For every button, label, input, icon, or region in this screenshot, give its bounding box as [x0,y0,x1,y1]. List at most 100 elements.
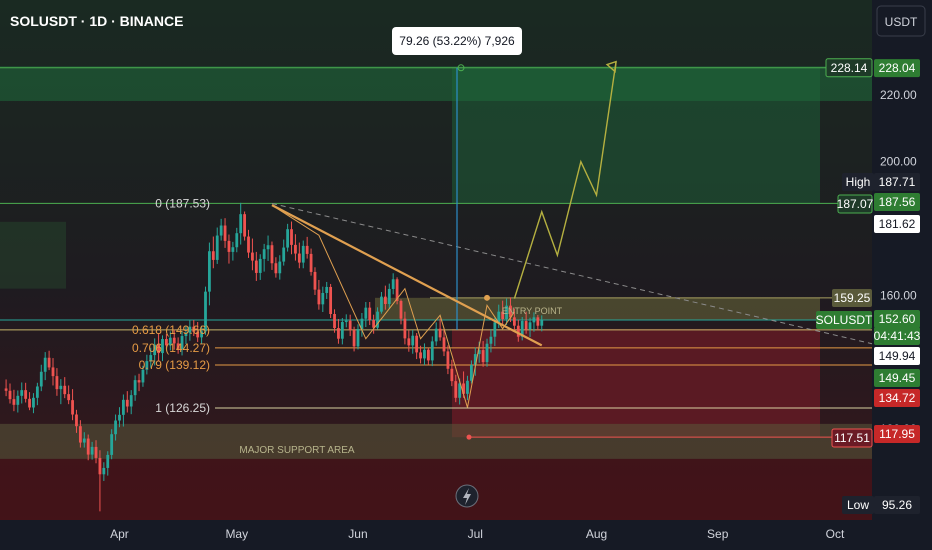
candle-body [227,240,231,252]
descending-trendline [271,204,543,347]
candle-body [110,434,114,455]
price-tag [816,311,872,329]
price-tag-label: High [846,175,871,189]
candle-body [172,337,176,344]
candle-body [352,330,356,347]
candle-body [423,349,426,359]
candle-body [376,311,379,328]
price-tag-label: 187.71 [879,175,916,189]
x-tick-label: Jun [348,527,367,541]
price-tag [832,289,872,307]
measure-tooltip [392,27,522,55]
candle-body [200,331,203,338]
candle-body [125,399,129,407]
candle-body [364,307,368,319]
price-tag-label: 187.07 [837,197,874,211]
lower-red-zone [0,458,872,520]
zigzag-pattern [271,204,515,408]
candle-body [399,300,403,319]
candle-body [12,399,16,405]
candle-body [141,369,145,383]
candle-body [78,426,82,443]
time-axis: Apr May Jun Jul Aug Sep Oct [110,527,845,541]
candle-body [462,383,465,394]
candle-body [215,235,219,260]
candle-body [24,390,28,399]
candle-body [4,388,8,391]
zigzag-line [271,204,515,408]
candle-body [489,336,493,344]
candle-body [94,446,98,458]
price-tag-label: 95.26 [882,498,912,512]
fib-label-1: 1 (126.25) [155,401,210,415]
price-tag [874,310,920,328]
candle-body [59,385,63,390]
candle-body [47,357,51,368]
candle-body [145,361,149,370]
candle-body [247,236,250,253]
candle-body [325,286,329,293]
candle-body [137,380,141,383]
price-tag-label: 152.60 [879,312,916,326]
candle-body [419,352,422,359]
candle-body [251,252,254,261]
candle-body [32,397,35,408]
candle-body [403,318,407,339]
candle-body [383,296,387,304]
y-tick-label: 200.00 [880,155,917,169]
candle-body [274,263,278,274]
candle-body [430,341,434,361]
entry-dot [484,294,491,301]
price-tag-label: 134.72 [879,391,916,405]
price-tags: 228.14 228.04 High 187.71 187.07 187.56 181.62… [816,58,921,514]
candle-body [278,261,282,274]
candle-body [532,317,536,323]
fib-label-0618: 0.618 (149.66) [132,323,210,337]
candle-body [509,305,512,318]
candle-body [98,457,102,475]
target-zone-box [452,67,820,204]
candle-body [512,317,516,326]
stop-dot [466,434,472,440]
candle-body [407,338,411,346]
target-zone-band [0,66,872,101]
candle-body [71,400,74,415]
price-tag [874,193,920,211]
y-tick-label: 220.00 [880,88,917,102]
currency-button[interactable] [876,5,926,37]
candle-body [372,320,376,328]
candle-body [90,446,94,455]
candle-body [235,233,239,248]
major-support-zone [0,423,872,459]
candle-body [121,399,125,415]
x-tick-label: Oct [826,527,845,541]
price-tag [837,194,873,214]
candle-body [114,420,117,435]
candle-body [450,368,454,382]
candle-body [493,322,497,337]
price-tag-label: 117.51 [834,431,870,445]
price-tag-label: 149.45 [879,371,916,385]
price-tag [831,428,873,448]
currency-button-label: USDT [885,15,918,29]
candle-body [35,386,39,398]
candle-body [86,438,90,455]
x-tick-label: May [225,527,248,541]
candle-body [165,339,168,346]
candle-body [313,271,317,290]
candle-body [333,314,336,329]
price-tag-label: 04:41:43 [874,329,921,343]
candle-body [51,367,55,377]
lightning-icon[interactable] [455,484,479,508]
candle-body [192,326,196,332]
x-tick-label: Apr [110,527,129,541]
candle-body [75,414,78,427]
price-tag [874,59,920,78]
candle-body [39,371,43,387]
candle-body [536,317,540,326]
price-tag [874,369,920,387]
price-tag-label: SOLUSDT [816,313,873,327]
candle-body [485,343,489,363]
candle-body [254,260,258,273]
